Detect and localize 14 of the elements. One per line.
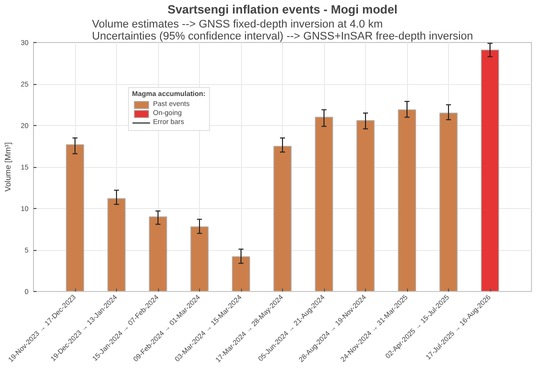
bar xyxy=(356,120,375,292)
bar xyxy=(314,116,334,292)
bar xyxy=(232,256,250,292)
bar xyxy=(273,146,292,292)
bar xyxy=(439,112,458,292)
bar xyxy=(398,109,416,292)
bar xyxy=(190,226,209,292)
bar xyxy=(480,50,500,292)
bar xyxy=(107,198,126,292)
bar xyxy=(66,144,84,292)
chart-subtitle: Volume estimates --> GNSS fixed-depth inversion at 4.0 km Uncertainties (95% confidence interval) --> GNSS+InSAR free-depth inversion xyxy=(92,18,473,42)
bar xyxy=(148,216,168,292)
chart-title: Svartsengi inflation events - Mogi model xyxy=(167,2,398,16)
y-axis-title: Volume [Mm³] xyxy=(4,142,13,192)
